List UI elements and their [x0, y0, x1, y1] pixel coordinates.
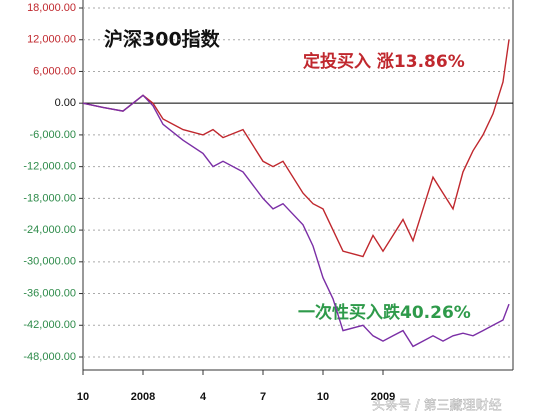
x-tick-label: 10: [77, 391, 89, 403]
y-tick-label: 6,000.00: [33, 65, 76, 77]
y-tick-label: 0.00: [55, 97, 76, 109]
x-tick-label: 10: [317, 391, 329, 403]
series-line: [82, 94, 510, 348]
y-tick-label: -48,000.00: [23, 351, 76, 363]
x-tick-label: 2008: [131, 391, 155, 403]
series-line: [82, 39, 510, 258]
y-tick-label: -24,000.00: [23, 224, 76, 236]
y-tick-label: -42,000.00: [23, 319, 76, 331]
y-tick-label: -30,000.00: [23, 256, 76, 268]
y-tick-label: -12,000.00: [23, 161, 76, 173]
annotation: 定投买入 涨13.86%: [303, 51, 465, 72]
y-tick-label: -18,000.00: [23, 192, 76, 204]
y-tick-label: -6,000.00: [30, 129, 76, 141]
annotation: 一次性买入跌40.26%: [298, 302, 471, 323]
chart-title: 沪深300指数: [104, 28, 221, 51]
y-tick-label: 18,000.00: [27, 2, 76, 14]
y-tick-label: 12,000.00: [27, 34, 76, 46]
watermark: 头条号 / 第三藏理财经: [372, 398, 502, 414]
x-tick-label: 2009: [371, 391, 395, 403]
x-tick-label: 7: [260, 391, 266, 403]
x-tick-label: 4: [200, 391, 207, 403]
y-tick-label: -36,000.00: [23, 287, 76, 299]
